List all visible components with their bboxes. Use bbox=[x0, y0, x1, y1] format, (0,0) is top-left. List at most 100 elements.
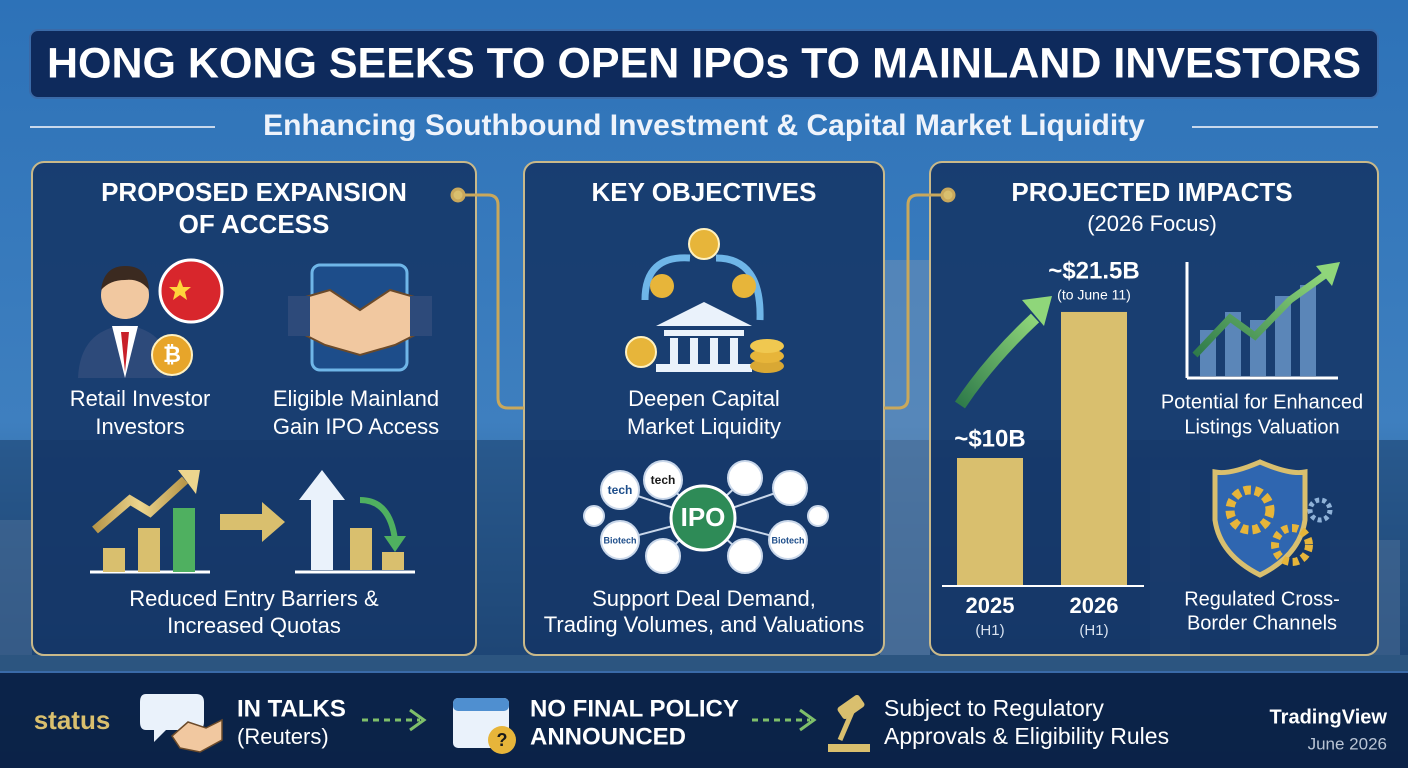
ipo-network-part bbox=[583, 505, 605, 527]
shield-icon-part bbox=[1225, 485, 1275, 535]
item-text: Support Deal Demand, bbox=[592, 586, 816, 611]
calendar-icon-part: ? bbox=[497, 730, 508, 750]
bank-icon-part bbox=[625, 336, 657, 368]
bank-icon-part bbox=[750, 339, 784, 353]
investor-icon-part bbox=[121, 332, 129, 372]
value-label: ~$10B bbox=[954, 425, 1025, 452]
status-label: status bbox=[34, 705, 111, 735]
barriers-icon-part bbox=[299, 470, 345, 570]
calendar-icon-part bbox=[488, 726, 516, 754]
ipo-network-part bbox=[600, 470, 640, 510]
panel-subtitle: (2026 Focus) bbox=[1087, 211, 1217, 236]
calendar-icon-part bbox=[453, 698, 509, 711]
ipo-network-part bbox=[600, 520, 640, 560]
panel-title: KEY OBJECTIVES bbox=[592, 177, 817, 207]
connector-part bbox=[940, 187, 956, 203]
barriers-icon bbox=[90, 470, 415, 574]
bar-chart-part bbox=[1022, 296, 1052, 326]
talks-icon-part bbox=[171, 718, 223, 753]
bank-icon-part bbox=[641, 254, 691, 301]
growth-icon-part bbox=[1192, 272, 1328, 358]
bubble-label: Biotech bbox=[603, 535, 636, 545]
barriers-icon-part bbox=[92, 476, 189, 534]
investor-icon-part bbox=[101, 266, 149, 290]
bubble-label: tech bbox=[651, 473, 676, 487]
status-step: (Reuters) bbox=[237, 724, 329, 749]
item-text: Regulated Cross- bbox=[1184, 588, 1340, 610]
item-text: Potential for Enhanced bbox=[1161, 391, 1363, 413]
bar bbox=[957, 458, 1023, 585]
handshake-icon-part bbox=[410, 296, 432, 336]
brand: TradingView bbox=[1270, 706, 1388, 728]
title-banner bbox=[29, 29, 1379, 99]
background-part bbox=[880, 260, 930, 660]
hub-label: IPO bbox=[681, 502, 726, 532]
barriers-icon-part bbox=[350, 528, 372, 570]
talks-icon bbox=[140, 694, 223, 753]
status-bar bbox=[0, 671, 1408, 768]
gavel-icon-part bbox=[837, 694, 865, 720]
bank-icon-part bbox=[732, 274, 756, 298]
bank-icon-part bbox=[715, 254, 764, 321]
bank-icon-part bbox=[750, 359, 784, 373]
bank-icon-part bbox=[650, 274, 674, 298]
ipo-network-part bbox=[727, 538, 763, 574]
barriers-icon-part bbox=[384, 536, 406, 552]
item-text: Retail Investor bbox=[70, 386, 211, 411]
item-text: Border Channels bbox=[1187, 612, 1337, 634]
growth-icon bbox=[1185, 262, 1340, 380]
background-part bbox=[0, 520, 32, 660]
date: June 2026 bbox=[1308, 734, 1387, 753]
item-text: Listings Valuation bbox=[1184, 416, 1339, 438]
period-label: (H1) bbox=[1079, 622, 1108, 639]
investor-icon-part: ₿ bbox=[163, 342, 181, 367]
status-step: Subject to Regulatory bbox=[884, 695, 1104, 721]
status-step: IN TALKS bbox=[237, 695, 346, 722]
item-text: Trading Volumes, and Valuations bbox=[544, 612, 864, 637]
category-label: 2025 bbox=[966, 593, 1015, 618]
investor-icon-part bbox=[101, 271, 149, 319]
handshake-icon-part bbox=[288, 296, 310, 336]
status-step: NO FINAL POLICY bbox=[530, 695, 739, 722]
shield-icon-part bbox=[1307, 497, 1333, 523]
investor-icon-part bbox=[169, 279, 191, 300]
investor-icon-part bbox=[158, 258, 224, 324]
barriers-icon-part bbox=[359, 497, 398, 541]
item-text: Investors bbox=[95, 414, 184, 439]
investor-icon: ₿ bbox=[78, 258, 224, 378]
handshake-icon bbox=[288, 263, 432, 372]
item-text: Eligible Mainland bbox=[273, 386, 439, 411]
item-text: Gain IPO Access bbox=[273, 414, 439, 439]
panel-title: OF ACCESS bbox=[179, 209, 330, 239]
gavel-icon-part bbox=[837, 711, 855, 741]
category-label: 2026 bbox=[1070, 593, 1119, 618]
status-step: Approvals & Eligibility Rules bbox=[884, 723, 1169, 749]
connector-part bbox=[450, 187, 466, 203]
barriers-icon-part bbox=[173, 508, 195, 572]
investor-icon-part bbox=[151, 334, 193, 376]
connector bbox=[450, 187, 956, 410]
connector-part bbox=[884, 193, 948, 410]
arrow-part bbox=[409, 708, 427, 732]
ipo-network-part bbox=[643, 460, 683, 500]
ipo-network-part bbox=[669, 484, 737, 552]
ipo-network-part bbox=[645, 538, 681, 574]
shield-icon-part bbox=[1271, 524, 1313, 566]
item-text: Market Liquidity bbox=[627, 414, 781, 439]
ipo-network bbox=[583, 460, 829, 574]
barriers-icon-part bbox=[138, 528, 160, 572]
ipo-network-part bbox=[807, 505, 829, 527]
bank-icon-part bbox=[688, 228, 720, 260]
value-label: ~$21.5B bbox=[1048, 257, 1139, 284]
bank-icon-part bbox=[690, 338, 698, 364]
bar-chart: ~$10B 2025 (H1) ~$21.5B (to June 11) 2026 (H1) bbox=[942, 257, 1144, 639]
panel-title: PROJECTED IMPACTS bbox=[1011, 177, 1292, 207]
growth-icon-part bbox=[1316, 262, 1340, 286]
bar bbox=[1061, 311, 1127, 585]
bar-chart-part bbox=[955, 313, 1040, 409]
ipo-network-part bbox=[727, 460, 763, 496]
bank-icon-part bbox=[750, 349, 784, 363]
item-text: Reduced Entry Barriers & bbox=[129, 586, 379, 611]
